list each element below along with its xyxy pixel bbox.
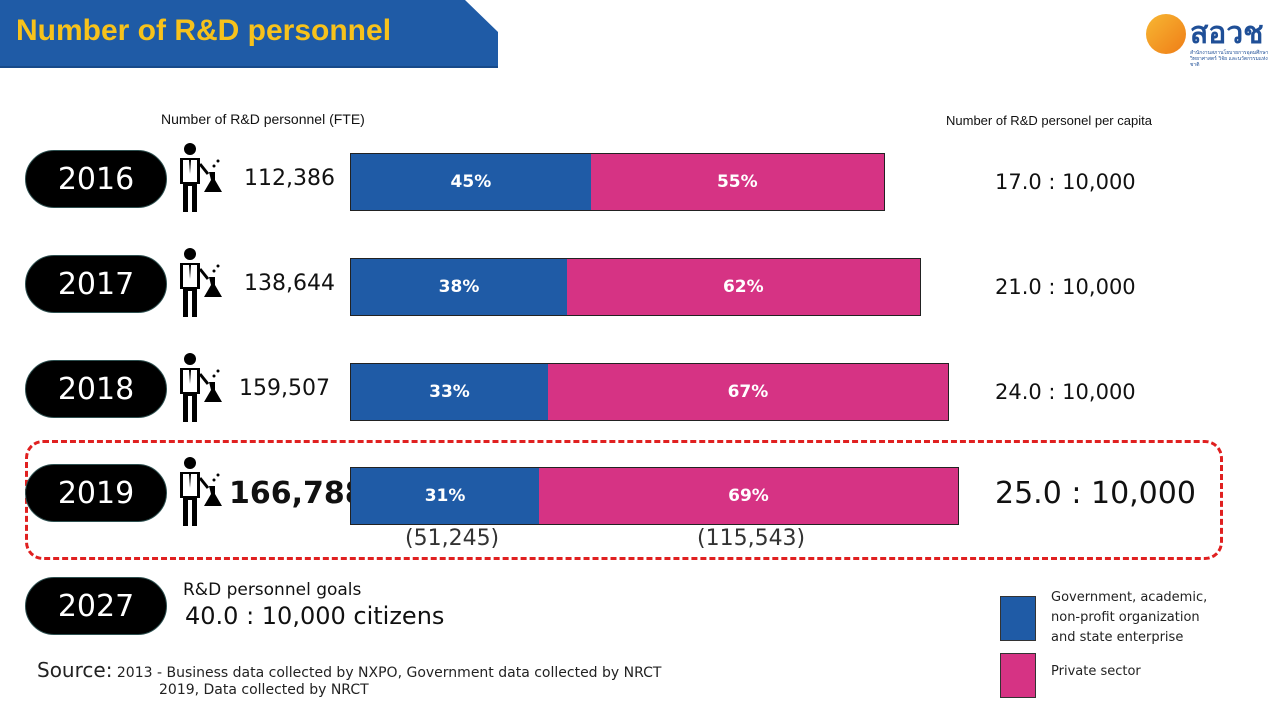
per-capita-2018: 24.0 : 10,000	[995, 380, 1136, 404]
source-line2: 2019, Data collected by NRCT	[159, 682, 369, 698]
year-pill-2016: 2016	[25, 150, 167, 208]
source-label: Source:	[37, 658, 113, 682]
logo-text: สอวช	[1190, 16, 1264, 51]
bar-private-2016: 55%	[590, 154, 884, 210]
legend-swatch-private	[1000, 653, 1036, 698]
per-capita-header: Number of R&D personel per capita	[946, 113, 1152, 128]
total-2016: 112,386	[244, 166, 335, 191]
bar-government-2018: 33%	[351, 364, 548, 420]
per-capita-2016: 17.0 : 10,000	[995, 170, 1136, 194]
source-line1: 2013 - Business data collected by NXPO, …	[116, 665, 662, 681]
legend-label-private: Private sector	[1051, 664, 1141, 679]
logo-subtext: สำนักงานสภานโยบายการอุดมศึกษา วิทยาศาสตร…	[1190, 50, 1269, 68]
researcher-icon	[176, 456, 224, 526]
page-title: Number of R&D personnel	[16, 14, 392, 47]
bar-2019: 31% 69%	[350, 467, 959, 525]
legend-label-government: Government, academic, non-profit organiz…	[1051, 590, 1208, 645]
goal-value: 40.0 : 10,000 citizens	[185, 602, 445, 630]
total-2018: 159,507	[239, 376, 330, 401]
bar-2017: 38% 62%	[350, 258, 921, 316]
goal-year-pill: 2027	[25, 577, 167, 635]
year-pill-2019: 2019	[25, 464, 167, 522]
private-count-2019: (115,543)	[697, 526, 806, 551]
legend-swatch-government	[1000, 596, 1036, 641]
government-count-2019: (51,245)	[405, 526, 500, 551]
year-pill-2017: 2017	[25, 255, 167, 313]
bar-government-2016: 45%	[351, 154, 591, 210]
per-capita-2017: 21.0 : 10,000	[995, 275, 1136, 299]
per-capita-2019: 25.0 : 10,000	[995, 476, 1196, 511]
bar-private-2018: 67%	[547, 364, 948, 420]
total-2019: 166,788	[229, 476, 366, 511]
year-pill-2018: 2018	[25, 360, 167, 418]
researcher-icon	[176, 247, 224, 317]
bar-private-2019: 69%	[539, 468, 958, 524]
logo: สอวช สำนักงานสภานโยบายการอุดมศึกษา วิทยาศ…	[1140, 8, 1270, 68]
logo-sun-icon	[1146, 14, 1186, 54]
title-banner: Number of R&D personnel	[0, 0, 498, 68]
source-note: Source: 2013 - Business data collected b…	[37, 658, 662, 698]
bar-private-2017: 62%	[567, 259, 920, 315]
bar-government-2019: 31%	[351, 468, 540, 524]
fte-header: Number of R&D personnel (FTE)	[161, 111, 365, 127]
bar-government-2017: 38%	[351, 259, 568, 315]
total-2017: 138,644	[244, 271, 335, 296]
bar-2016: 45% 55%	[350, 153, 885, 211]
researcher-icon	[176, 352, 224, 422]
researcher-icon	[176, 142, 224, 212]
goal-label: R&D personnel goals	[183, 580, 362, 600]
bar-2018: 33% 67%	[350, 363, 949, 421]
